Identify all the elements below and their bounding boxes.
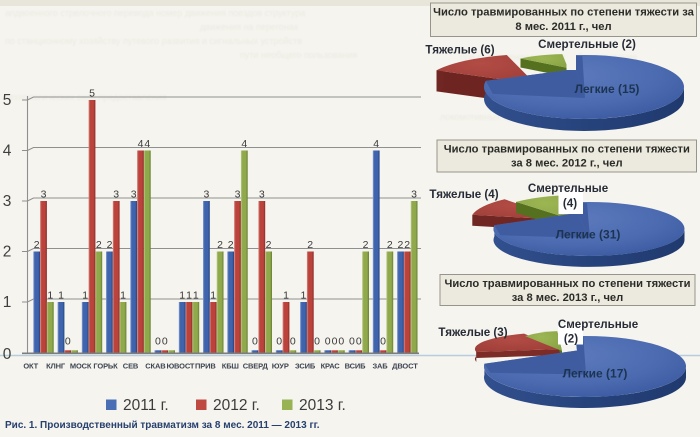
svg-text:апдвоенного стрелочного перево: апдвоенного стрелочного перевода номер д… [5, 8, 305, 18]
svg-text:Число травмированных по степен: Число травмированных по степени тяжести [444, 278, 690, 290]
svg-text:2: 2 [397, 239, 403, 251]
svg-text:1: 1 [186, 290, 192, 302]
svg-text:0: 0 [325, 336, 331, 348]
svg-text:0: 0 [162, 336, 168, 348]
svg-text:4: 4 [241, 138, 247, 150]
svg-text:локомотивных бригад: локомотивных бригад [440, 112, 532, 122]
svg-text:2: 2 [96, 239, 102, 251]
svg-text:2: 2 [217, 239, 223, 251]
svg-text:0: 0 [314, 336, 320, 348]
svg-text:Число травмированных по степен: Число травмированных по степени тяжести [444, 144, 690, 156]
svg-text:4: 4 [3, 143, 12, 160]
svg-text:1: 1 [210, 290, 216, 302]
svg-text:3: 3 [259, 189, 265, 201]
svg-text:Тяжелые (4): Тяжелые (4) [429, 188, 498, 201]
svg-text:5: 5 [89, 88, 95, 100]
svg-text:Рис. 1. Производственный травм: Рис. 1. Производственный травматизм за 8… [5, 420, 320, 431]
svg-text:по станционному хозяйству путе: по станционному хозяйству путевого разви… [5, 36, 302, 46]
svg-text:ЗАБ: ЗАБ [372, 362, 388, 371]
svg-text:2: 2 [228, 239, 234, 251]
svg-text:0: 0 [276, 336, 282, 348]
svg-text:Легкие (17): Легкие (17) [563, 367, 628, 381]
svg-text:1: 1 [120, 290, 126, 302]
svg-text:пути необщего пользования: пути необщего пользования [240, 50, 357, 60]
svg-text:1: 1 [283, 290, 289, 302]
svg-text:3: 3 [3, 193, 12, 210]
svg-text:4: 4 [373, 138, 379, 150]
svg-text:за 8 мес. 2013 г., чел: за 8 мес. 2013 г., чел [512, 292, 624, 304]
svg-text:(2): (2) [564, 333, 578, 346]
svg-text:2012 г.: 2012 г. [213, 397, 260, 414]
svg-text:1: 1 [179, 290, 185, 302]
svg-text:0: 0 [338, 336, 344, 348]
svg-text:КБШ: КБШ [222, 362, 240, 371]
svg-text:1: 1 [82, 290, 88, 302]
svg-text:0: 0 [252, 336, 258, 348]
svg-text:1: 1 [3, 294, 12, 311]
svg-text:0: 0 [356, 336, 362, 348]
svg-text:3: 3 [411, 189, 417, 201]
svg-text:1: 1 [58, 290, 64, 302]
svg-text:ОКТ: ОКТ [23, 362, 38, 371]
svg-text:движения на перегонах: движения на перегонах [200, 22, 299, 32]
svg-text:Легкие (31): Легкие (31) [556, 228, 621, 242]
svg-text:4: 4 [138, 138, 144, 150]
svg-text:3: 3 [41, 189, 47, 201]
svg-text:Число травмированных по степен: Число травмированных по степени тяжести … [433, 7, 695, 19]
svg-text:0: 0 [349, 336, 355, 348]
svg-text:Тяжелые (6): Тяжелые (6) [425, 44, 494, 57]
svg-text:за 8 мес. 2012 г., чел: за 8 мес. 2012 г., чел [511, 158, 623, 170]
svg-text:0: 0 [3, 346, 12, 363]
svg-text:ГОРЬК: ГОРЬК [93, 362, 118, 371]
svg-text:1: 1 [193, 290, 199, 302]
svg-text:СКАВ: СКАВ [145, 362, 166, 371]
svg-text:Легкие (15): Легкие (15) [575, 82, 640, 96]
svg-text:3: 3 [235, 189, 241, 201]
svg-text:2: 2 [363, 239, 369, 251]
svg-text:СВЕРД: СВЕРД [243, 362, 269, 371]
svg-text:Смертельные: Смертельные [528, 182, 609, 195]
svg-text:2: 2 [387, 239, 393, 251]
svg-text:0: 0 [332, 336, 338, 348]
svg-text:КЛНГ: КЛНГ [46, 362, 66, 371]
svg-text:(4): (4) [563, 197, 577, 210]
svg-text:ВСИБ: ВСИБ [345, 362, 366, 371]
svg-text:0: 0 [65, 336, 71, 348]
svg-text:ПРИВ: ПРИВ [195, 362, 216, 371]
svg-text:ЮВОСТ: ЮВОСТ [166, 362, 194, 371]
svg-text:КРАС: КРАС [321, 362, 341, 371]
svg-text:Смертельные (2): Смертельные (2) [538, 38, 636, 51]
svg-text:2: 2 [404, 239, 410, 251]
svg-text:3: 3 [131, 189, 137, 201]
svg-text:ДВОСТ: ДВОСТ [392, 362, 418, 371]
svg-text:Смертельные: Смертельные [558, 318, 639, 331]
svg-text:1: 1 [300, 290, 306, 302]
svg-text:1: 1 [47, 290, 53, 302]
svg-text:2: 2 [307, 239, 313, 251]
svg-text:2011 г.: 2011 г. [123, 397, 169, 414]
svg-text:СЕВ: СЕВ [123, 362, 139, 371]
svg-text:ЮУР: ЮУР [272, 362, 289, 371]
svg-text:0: 0 [380, 336, 386, 348]
svg-text:2: 2 [34, 239, 40, 251]
svg-text:2: 2 [3, 244, 12, 261]
svg-text:2: 2 [266, 239, 272, 251]
svg-text:3: 3 [203, 189, 209, 201]
svg-text:0: 0 [290, 336, 296, 348]
svg-text:МОСК: МОСК [70, 362, 92, 371]
svg-text:5: 5 [3, 92, 12, 109]
svg-text:2013 г.: 2013 г. [299, 397, 346, 414]
svg-text:8 мес. 2011 г., чел: 8 мес. 2011 г., чел [515, 21, 611, 33]
svg-text:3: 3 [113, 189, 119, 201]
svg-text:Тяжелые (3): Тяжелые (3) [438, 326, 507, 339]
svg-text:4: 4 [144, 138, 150, 150]
svg-text:ЗСИБ: ЗСИБ [295, 362, 316, 371]
svg-text:2: 2 [107, 239, 113, 251]
svg-text:0: 0 [155, 336, 161, 348]
